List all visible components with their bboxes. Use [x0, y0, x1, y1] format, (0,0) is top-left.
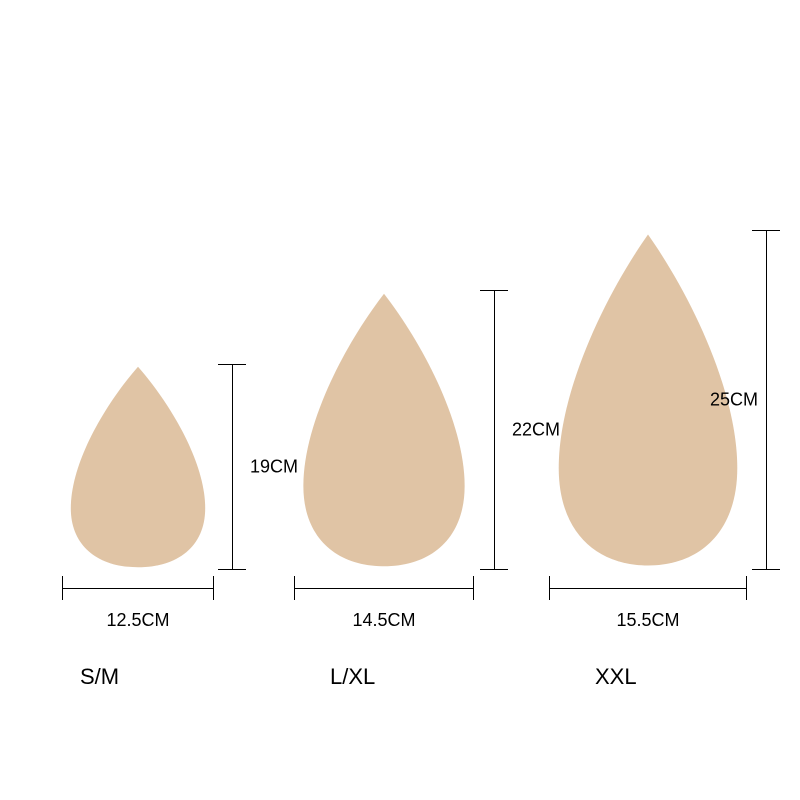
size-code-label: S/M	[80, 664, 119, 690]
height-label: 22CM	[512, 420, 560, 441]
size-code-label: L/XL	[330, 664, 375, 690]
size-code-label: XXL	[595, 664, 637, 690]
height-label: 19CM	[250, 457, 298, 478]
width-label: 15.5CM	[616, 610, 679, 631]
drop-shape	[68, 364, 208, 570]
drop-shape	[300, 290, 468, 570]
height-label: 25CM	[710, 390, 758, 411]
width-label: 12.5CM	[106, 610, 169, 631]
width-label: 14.5CM	[352, 610, 415, 631]
